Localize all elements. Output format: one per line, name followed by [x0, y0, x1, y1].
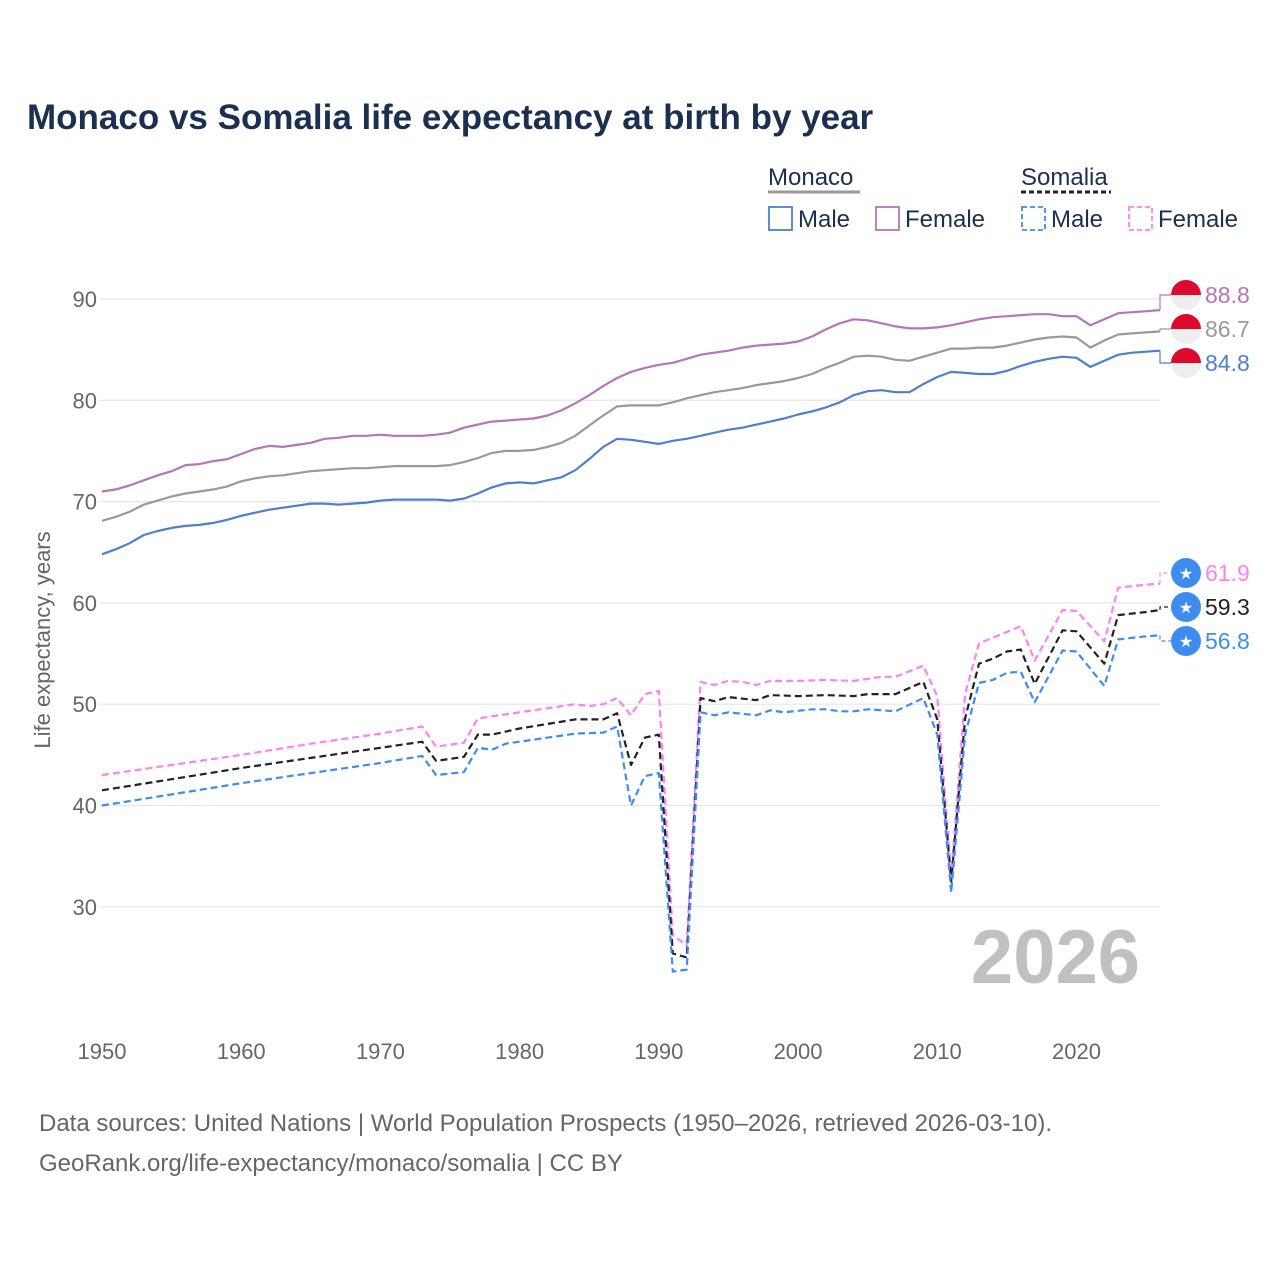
series-line-monaco	[101, 330, 1161, 522]
legend-group-title: Monaco	[768, 164, 853, 191]
end-value-label: 86.7	[1205, 316, 1250, 342]
source-line-1: Data sources: United Nations | World Pop…	[39, 1110, 1052, 1137]
x-tick-label: 2000	[774, 1039, 823, 1064]
legend-item-label: Female	[1158, 206, 1238, 233]
y-tick-label: 30	[73, 895, 97, 920]
flag-red-half	[1171, 280, 1201, 295]
monaco-flag-icon	[1171, 314, 1201, 344]
legend-swatch	[768, 206, 793, 231]
legend-swatch	[1021, 206, 1046, 231]
flag-red-half	[1171, 314, 1201, 329]
series-line-monaco-female	[101, 309, 1161, 493]
flag-red-half	[1171, 348, 1201, 363]
legend-item-label: Male	[1051, 206, 1103, 233]
somalia-flag-icon: ★	[1171, 592, 1201, 622]
legend-swatch	[1128, 206, 1153, 231]
end-value-label: 61.9	[1205, 560, 1250, 586]
series-lines	[101, 309, 1161, 973]
y-tick-label: 40	[73, 794, 97, 819]
somalia-flag-icon: ★	[1171, 558, 1201, 588]
legend-item-label: Male	[798, 206, 850, 233]
series-line-somalia-female	[101, 582, 1161, 947]
grid	[100, 298, 1160, 908]
flag-blue-circle	[1171, 558, 1201, 588]
y-tick-label: 70	[73, 490, 97, 515]
end-value-label: 88.8	[1205, 282, 1250, 308]
end-value-label: 59.3	[1205, 594, 1250, 620]
y-axis: 30 40 50 60 70 80 90	[73, 287, 97, 920]
series-line-monaco-male	[101, 349, 1161, 556]
end-connector	[1159, 350, 1172, 364]
x-axis: 1950 1960 1970 1980 1990 2000 2010 2020	[78, 1039, 1101, 1064]
x-tick-label: 1970	[356, 1039, 405, 1064]
somalia-flag-icon: ★	[1171, 626, 1201, 656]
end-connector	[1159, 606, 1172, 610]
end-connector	[1159, 328, 1172, 332]
x-tick-label: 1960	[217, 1039, 266, 1064]
end-labels: 88.8 86.7 84.8 ★ 61.9 ★ 59.3 ★ 56.8	[1159, 280, 1250, 656]
end-value-label: 56.8	[1205, 628, 1250, 654]
series-line-somalia	[101, 608, 1161, 959]
x-tick-label: 2010	[913, 1039, 962, 1064]
monaco-flag-icon	[1171, 348, 1201, 378]
y-tick-label: 60	[73, 591, 97, 616]
y-axis-label: Life expectancy, years	[30, 531, 55, 748]
y-tick-label: 90	[73, 287, 97, 312]
chart-title: Monaco vs Somalia life expectancy at bir…	[27, 98, 874, 137]
flag-blue-circle	[1171, 592, 1201, 622]
end-connector	[1159, 635, 1172, 642]
x-tick-label: 2020	[1052, 1039, 1101, 1064]
star-icon: ★	[1179, 634, 1193, 651]
source-line-2[interactable]: GeoRank.org/life-expectancy/monaco/somal…	[39, 1150, 623, 1177]
current-year-watermark: 2026	[971, 915, 1140, 1000]
y-tick-label: 50	[73, 692, 97, 717]
monaco-flag-icon	[1171, 280, 1201, 310]
x-tick-label: 1980	[495, 1039, 544, 1064]
legend-item-label: Female	[905, 206, 985, 233]
legend: Monaco Male Female Somalia Male Female	[768, 164, 1238, 233]
series-line-somalia-male	[101, 634, 1161, 973]
legend-swatch	[875, 206, 900, 231]
end-connector	[1159, 294, 1172, 311]
flag-blue-circle	[1171, 626, 1201, 656]
end-value-label: 84.8	[1205, 350, 1250, 376]
star-icon: ★	[1179, 600, 1193, 617]
legend-group-title: Somalia	[1021, 164, 1108, 191]
y-tick-label: 80	[73, 388, 97, 413]
x-tick-label: 1990	[634, 1039, 683, 1064]
end-connector	[1159, 572, 1172, 584]
x-tick-label: 1950	[78, 1039, 127, 1064]
star-icon: ★	[1179, 566, 1193, 583]
